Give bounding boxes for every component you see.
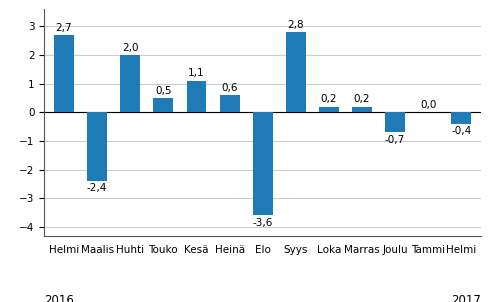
Text: -0,7: -0,7 [385,135,405,145]
Bar [319,107,339,112]
Bar [187,81,206,112]
Bar [120,55,140,112]
Bar [286,32,306,112]
Bar [87,112,107,181]
Bar [219,95,240,112]
Text: 1,1: 1,1 [188,69,205,79]
Text: 2,0: 2,0 [122,43,138,53]
Text: 2,7: 2,7 [56,23,72,33]
Text: 0,5: 0,5 [155,86,172,96]
Bar [385,112,405,132]
Text: 0,2: 0,2 [354,94,370,104]
Text: 0,0: 0,0 [420,100,436,110]
Bar [352,107,372,112]
Bar [253,112,273,216]
Text: -0,4: -0,4 [451,126,471,136]
Text: 2016: 2016 [44,294,74,302]
Text: -3,6: -3,6 [252,218,273,228]
Bar [153,98,173,112]
Text: 2,8: 2,8 [287,20,304,30]
Text: 2017: 2017 [451,294,481,302]
Bar [451,112,471,124]
Text: 0,2: 0,2 [321,94,337,104]
Text: -2,4: -2,4 [87,183,108,193]
Text: 0,6: 0,6 [221,83,238,93]
Bar [54,35,74,112]
